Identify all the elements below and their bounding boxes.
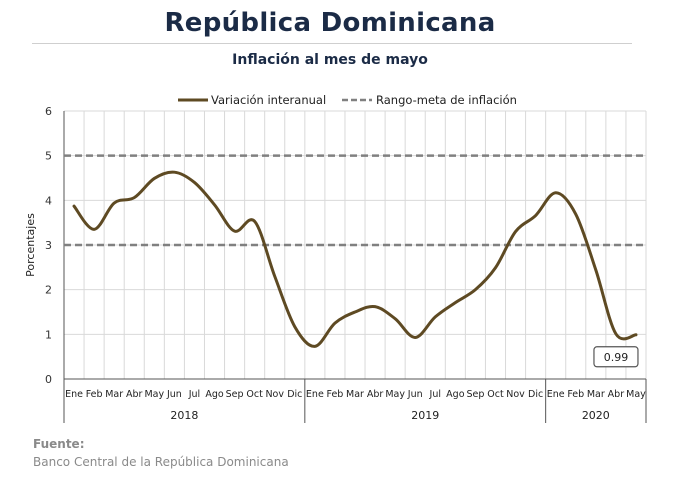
x-tick-label: Mar (587, 389, 605, 400)
x-tick-label: Abr (126, 389, 143, 400)
x-tick-label: May (626, 389, 646, 400)
series-line-variacion-interanual (72, 170, 638, 348)
x-tick-label: Feb (567, 389, 584, 400)
x-tick-label: Feb (86, 389, 103, 400)
last-value-box (593, 346, 639, 368)
x-tick-label: Mar (346, 389, 364, 400)
x-tick-label: Ago (205, 389, 224, 400)
source-text: Banco Central de la República Dominicana (33, 455, 289, 469)
x-tick-label: Feb (327, 389, 344, 400)
x-tick-label: Jul (188, 389, 200, 400)
y-tick-label: 5 (45, 150, 52, 163)
x-tick-label: Jun (166, 389, 182, 400)
legend-label-variacion: Variación interanual (211, 93, 326, 107)
chart-subtitle: Inflación al mes de mayo (232, 52, 428, 68)
chart-title: República Dominicana (164, 8, 496, 38)
x-tick-label: Jul (429, 389, 441, 400)
x-tick-label: May (385, 389, 405, 400)
x-tick-label: Dic (287, 389, 302, 400)
y-tick-label: 0 (45, 373, 52, 386)
y-tick-label: 6 (45, 105, 52, 118)
x-tick-label: Oct (246, 389, 263, 400)
y-tick-label: 3 (45, 239, 52, 252)
y-axis-label: Porcentajes (24, 213, 37, 277)
source-label: Fuente: (33, 437, 85, 451)
x-tick-label: Nov (506, 389, 525, 400)
x-tick-label: Oct (487, 389, 504, 400)
legend-label-rango: Rango-meta de inflación (376, 93, 517, 107)
y-tick-label: 1 (45, 328, 52, 341)
x-tick-label: Abr (367, 389, 384, 400)
year-label: 2020 (582, 409, 610, 422)
x-tick-label: Sep (466, 389, 484, 400)
x-tick-label: Jun (407, 389, 423, 400)
x-tick-label: Abr (608, 389, 625, 400)
y-tick-label: 2 (45, 284, 52, 297)
x-tick-label: Sep (226, 389, 244, 400)
x-tick-label: Ene (547, 389, 565, 400)
year-label: 2018 (170, 409, 198, 422)
year-label: 2019 (411, 409, 439, 422)
x-tick-label: Ene (65, 389, 83, 400)
x-tick-label: May (144, 389, 164, 400)
x-tick-label: Dic (528, 389, 543, 400)
y-tick-label: 4 (45, 194, 52, 207)
x-tick-label: Mar (105, 389, 123, 400)
last-value-label: 0.99 (604, 351, 629, 364)
x-tick-label: Nov (265, 389, 284, 400)
x-tick-label: Ene (306, 389, 324, 400)
x-tick-label: Ago (446, 389, 465, 400)
title-divider (32, 43, 632, 44)
